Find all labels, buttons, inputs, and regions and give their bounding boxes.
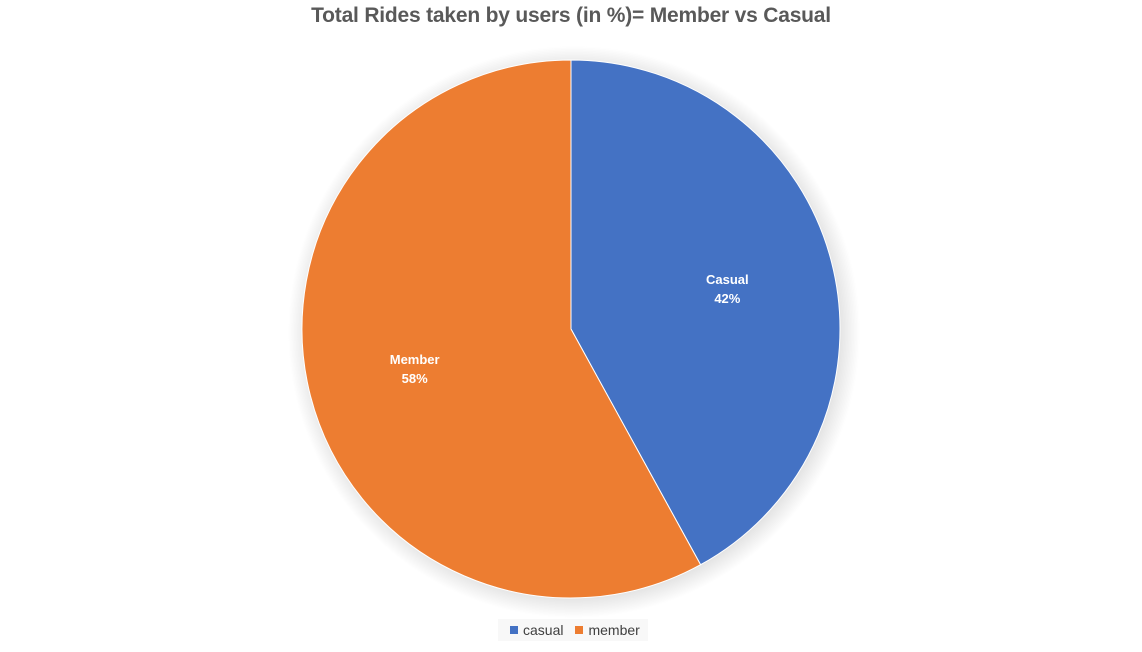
legend-item-member: member xyxy=(575,622,640,638)
data-label-name-member: Member xyxy=(390,352,440,367)
legend-label-member: member xyxy=(588,622,640,638)
data-label-value-member: 58% xyxy=(402,371,428,386)
legend-swatch-member xyxy=(575,626,584,634)
data-label-value-casual: 42% xyxy=(714,291,740,306)
chart-title: Total Rides taken by users (in %)= Membe… xyxy=(311,4,831,27)
pie-slices xyxy=(301,59,841,599)
legend-label-casual: casual xyxy=(523,622,564,638)
pie-slice-casual xyxy=(570,59,841,566)
legend-swatch-casual xyxy=(510,626,518,634)
pie-data-labels: Casual 42% Member 58% xyxy=(390,272,749,386)
data-label-name-casual: Casual xyxy=(706,272,749,287)
pie-slice-member xyxy=(301,59,702,599)
legend-item-casual: casual xyxy=(510,622,563,638)
legend: casual member xyxy=(498,619,648,641)
